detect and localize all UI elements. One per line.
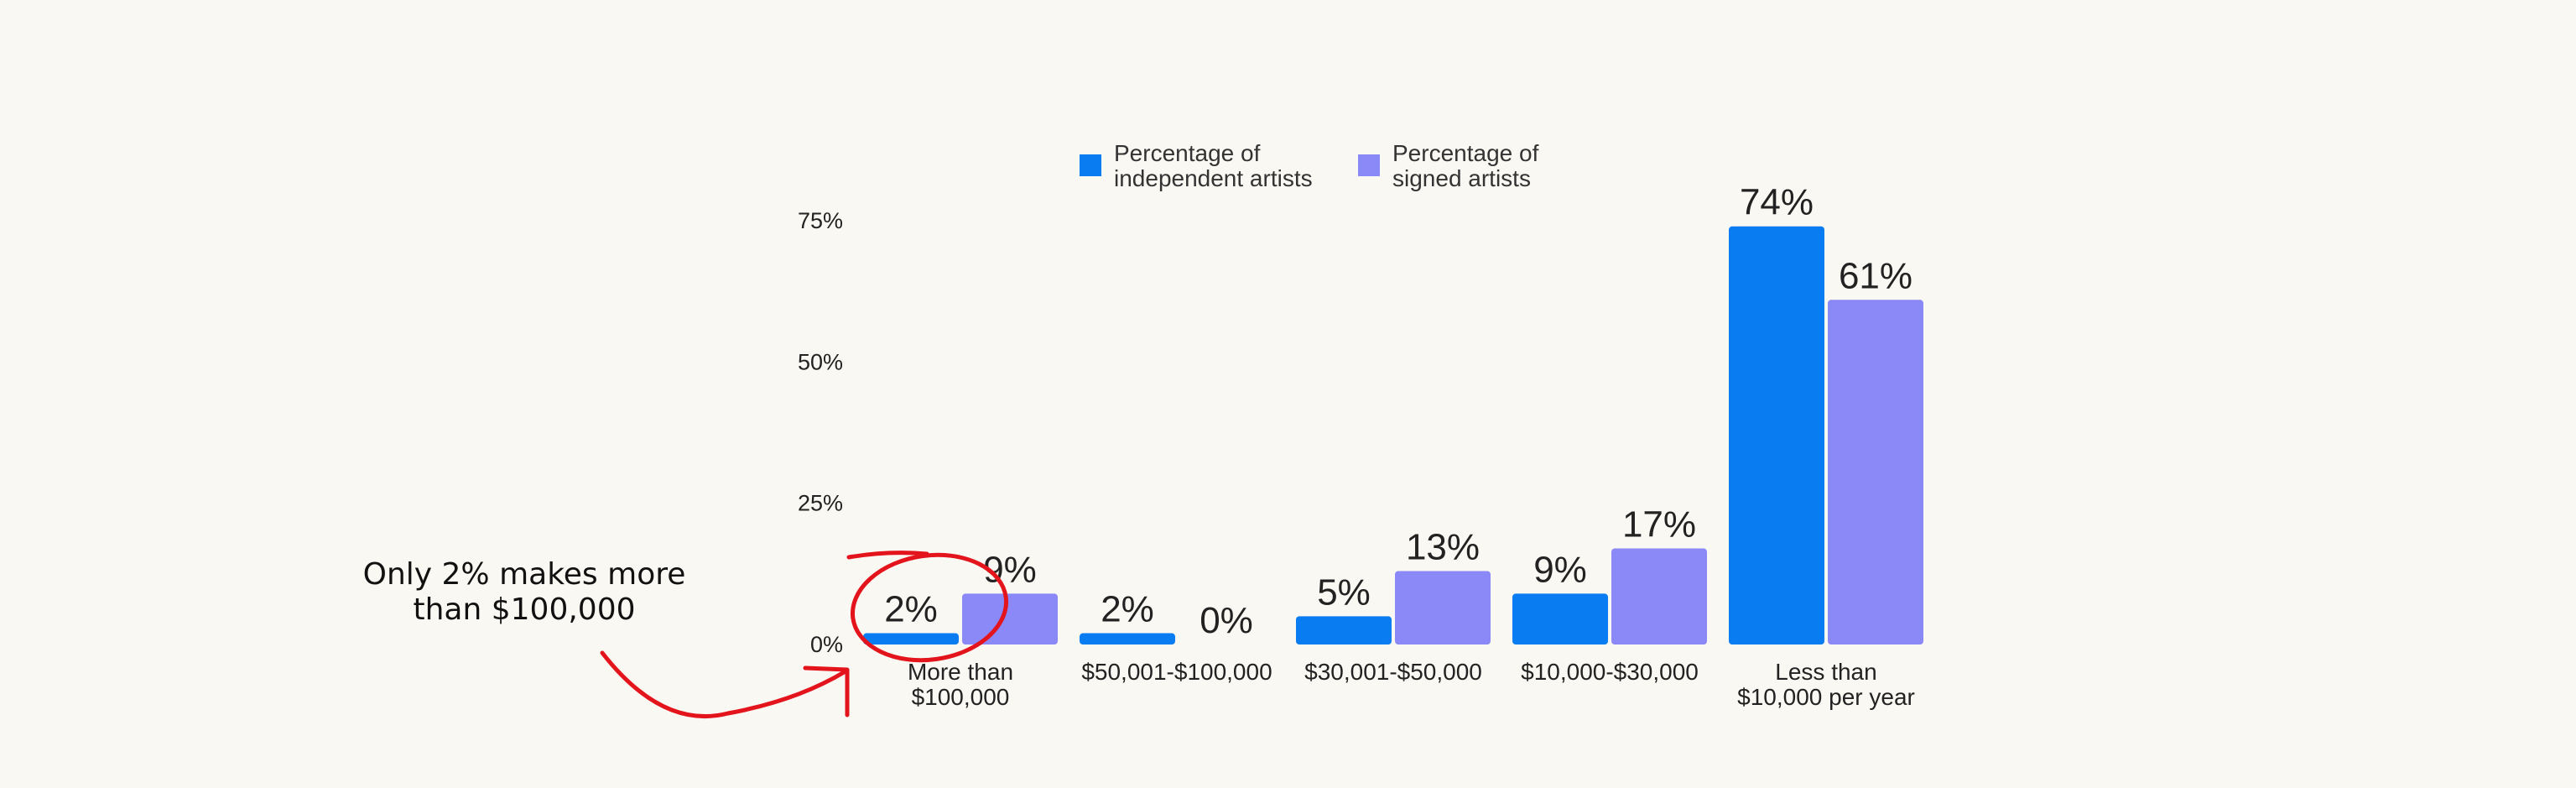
data-label: 13%	[1406, 526, 1480, 567]
category-label: $30,001-$50,000	[1304, 659, 1482, 685]
legend-swatch	[1080, 154, 1101, 176]
highlight-circle-tail	[846, 551, 929, 560]
y-tick-label: 25%	[798, 491, 843, 516]
legend-label: Percentage of	[1114, 140, 1261, 166]
legend-swatch	[1358, 154, 1380, 176]
legend-label: Percentage of	[1392, 140, 1539, 166]
arrow-curve	[600, 650, 848, 718]
y-tick-label: 75%	[798, 208, 843, 233]
category-label: $50,001-$100,000	[1081, 659, 1272, 685]
data-label: 0%	[1200, 600, 1253, 641]
bar	[1611, 548, 1707, 644]
y-tick-label: 50%	[798, 349, 843, 374]
bar	[1080, 633, 1175, 644]
legend-label: independent artists	[1114, 165, 1313, 191]
highlight-circle	[850, 552, 1009, 663]
annotation-text: than $100,000	[413, 592, 635, 627]
bar	[1296, 616, 1392, 644]
bar	[962, 593, 1058, 644]
y-axis: 0% 25% 50% 75%	[798, 208, 843, 657]
data-label: 17%	[1622, 504, 1696, 545]
data-label: 5%	[1317, 571, 1371, 613]
bar	[863, 633, 959, 644]
category-label: $10,000-$30,000	[1521, 659, 1699, 685]
bar	[1512, 593, 1608, 644]
bar	[1729, 226, 1824, 644]
category-label: $10,000 per year	[1737, 684, 1915, 710]
bar	[1828, 300, 1923, 644]
arrow-head	[803, 665, 850, 718]
data-label: 9%	[983, 549, 1037, 590]
data-label: 2%	[884, 589, 938, 630]
y-tick-label: 0%	[810, 632, 843, 657]
category-label: $100,000	[912, 684, 1010, 710]
data-label: 2%	[1101, 589, 1154, 630]
data-label: 61%	[1839, 255, 1912, 296]
data-labels: 2% 9% 2% 0% 5% 13% 9% 17% 74% 61%	[884, 182, 1912, 641]
bars	[863, 226, 1923, 644]
bar	[1395, 571, 1491, 644]
category-label: Less than	[1775, 659, 1876, 685]
data-label: 9%	[1533, 549, 1587, 590]
data-label: 74%	[1740, 182, 1814, 223]
x-axis: More than$100,000 $50,001-$100,000 $30,001…	[908, 659, 1915, 710]
annotation-text: Only 2% makes more	[363, 557, 686, 592]
legend-label: signed artists	[1392, 165, 1531, 191]
category-label: More than	[908, 659, 1013, 685]
